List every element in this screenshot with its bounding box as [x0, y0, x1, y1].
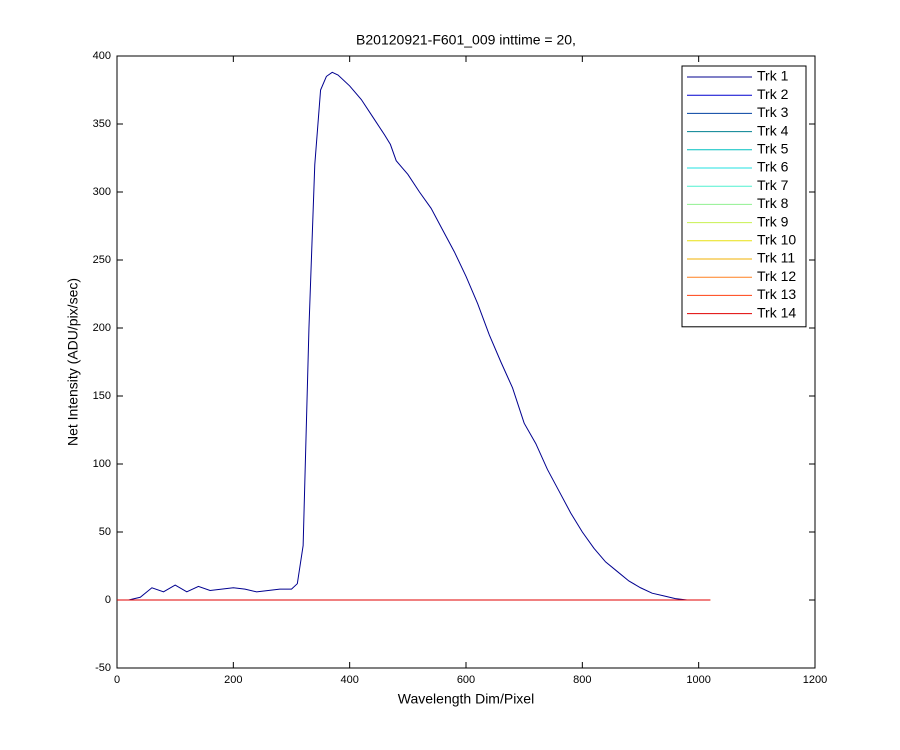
legend-label: Trk 1 [757, 68, 789, 84]
y-tick-label: 0 [105, 594, 111, 606]
legend-label: Trk 8 [757, 195, 789, 211]
legend-label: Trk 10 [757, 232, 796, 248]
x-tick-label: 400 [340, 674, 358, 686]
legend-label: Trk 9 [757, 213, 789, 229]
x-axis-label: Wavelength Dim/Pixel [398, 691, 534, 707]
x-tick-label: 800 [573, 674, 591, 686]
x-tick-label: 1000 [686, 674, 710, 686]
y-axis-label: Net Intensity (ADU/pix/sec) [65, 278, 81, 446]
y-tick-label: 250 [93, 254, 111, 266]
y-tick-label: 150 [93, 390, 111, 402]
x-tick-label: 1200 [803, 674, 827, 686]
x-tick-label: 0 [114, 674, 120, 686]
y-tick-label: 350 [93, 118, 111, 130]
legend-label: Trk 5 [757, 141, 789, 157]
legend-label: Trk 7 [757, 177, 789, 193]
y-tick-label: 300 [93, 186, 111, 198]
legend-label: Trk 14 [757, 304, 796, 320]
legend-box [681, 65, 807, 328]
y-tick-label: 400 [93, 50, 111, 62]
y-tick-label: 50 [99, 526, 111, 538]
legend-label: Trk 3 [757, 104, 789, 120]
chart-title: B20120921-F601_009 inttime = 20, [356, 32, 576, 48]
legend-label: Trk 12 [757, 268, 796, 284]
y-tick-label: 200 [93, 322, 111, 334]
legend-label: Trk 11 [757, 250, 795, 266]
legend-label: Trk 6 [757, 159, 789, 175]
x-tick-label: 200 [224, 674, 242, 686]
series-line [117, 71, 699, 601]
x-tick-label: 600 [457, 674, 475, 686]
y-tick-label: -50 [95, 662, 111, 674]
legend-label: Trk 2 [757, 86, 789, 102]
y-tick-label: 100 [93, 458, 111, 470]
legend-label: Trk 13 [757, 286, 796, 302]
legend-label: Trk 4 [757, 122, 789, 138]
